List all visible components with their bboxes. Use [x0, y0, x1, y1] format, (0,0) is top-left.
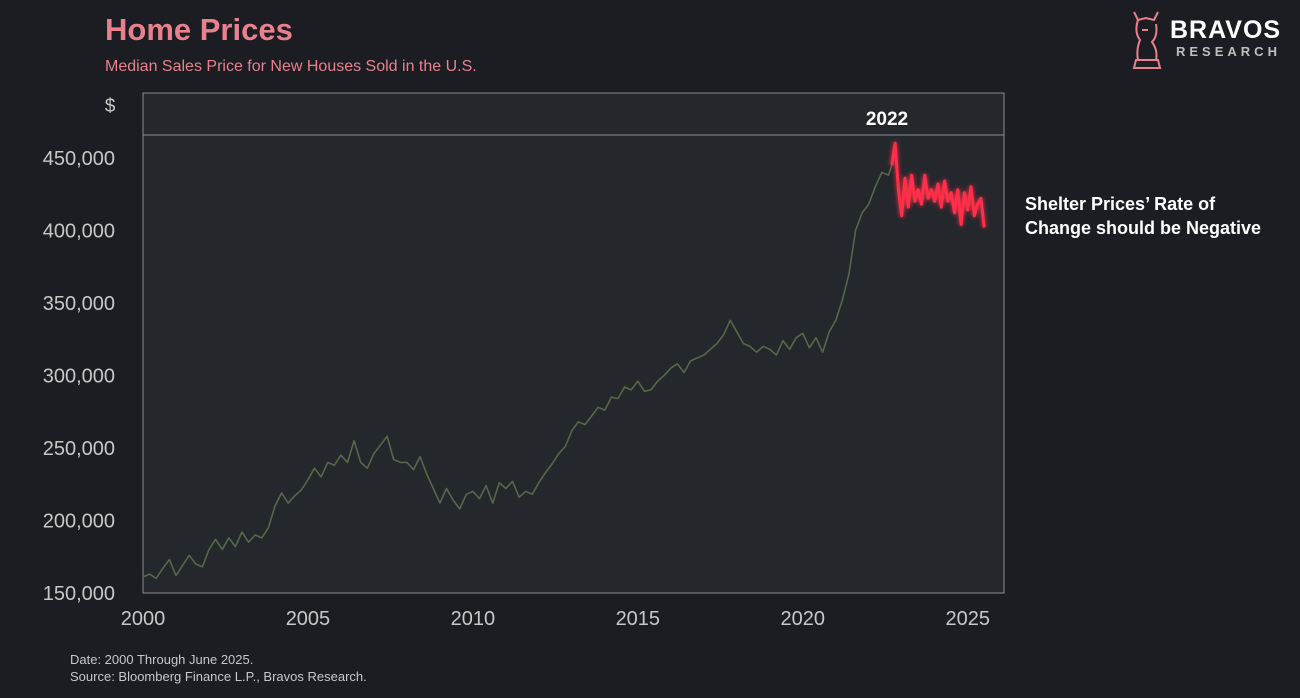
bravos-logo: BRAVOS RESEARCH — [1126, 6, 1296, 72]
y-tick-label: 300,000 — [43, 365, 115, 387]
chart-subtitle: Median Sales Price for New Houses Sold i… — [105, 58, 477, 75]
x-tick-label: 2005 — [286, 608, 331, 630]
series-line-main — [142, 164, 893, 580]
y-tick-label: 150,000 — [43, 583, 115, 605]
logo-subtitle: RESEARCH — [1176, 44, 1281, 59]
y-tick-label: 200,000 — [43, 510, 115, 532]
series-layer — [142, 141, 986, 580]
y-axis-unit-label: $ — [105, 96, 116, 117]
y-tick-label: 450,000 — [43, 148, 115, 170]
y-tick-label: 400,000 — [43, 220, 115, 242]
x-tick-label: 2000 — [121, 608, 166, 630]
x-axis-ticks: 2000 2005 2010 2015 2020 2025 — [121, 608, 990, 630]
y-axis-ticks: 150,000 200,000 250,000 300,000 350,000 400,0… — [43, 148, 115, 605]
x-tick-label: 2015 — [616, 608, 661, 630]
annotation-text: Shelter Prices’ Rate of Change should be… — [1025, 194, 1262, 238]
x-tick-label: 2010 — [451, 608, 496, 630]
series-line-highlight — [890, 141, 986, 228]
x-tick-label: 2020 — [781, 608, 826, 630]
bull-knight-icon — [1132, 11, 1162, 69]
plot-area — [142, 92, 1005, 594]
footnote-date: Date: 2000 Through June 2025. — [70, 652, 254, 667]
chart-title: Home Prices — [105, 12, 293, 47]
x-tick-label: 2025 — [945, 608, 990, 630]
y-tick-label: 350,000 — [43, 293, 115, 315]
footnote-source: Source: Bloomberg Finance L.P., Bravos R… — [70, 669, 367, 684]
logo-wordmark: BRAVOS — [1170, 16, 1282, 44]
y-tick-label: 250,000 — [43, 438, 115, 460]
highlight-year-label: 2022 — [866, 109, 908, 130]
